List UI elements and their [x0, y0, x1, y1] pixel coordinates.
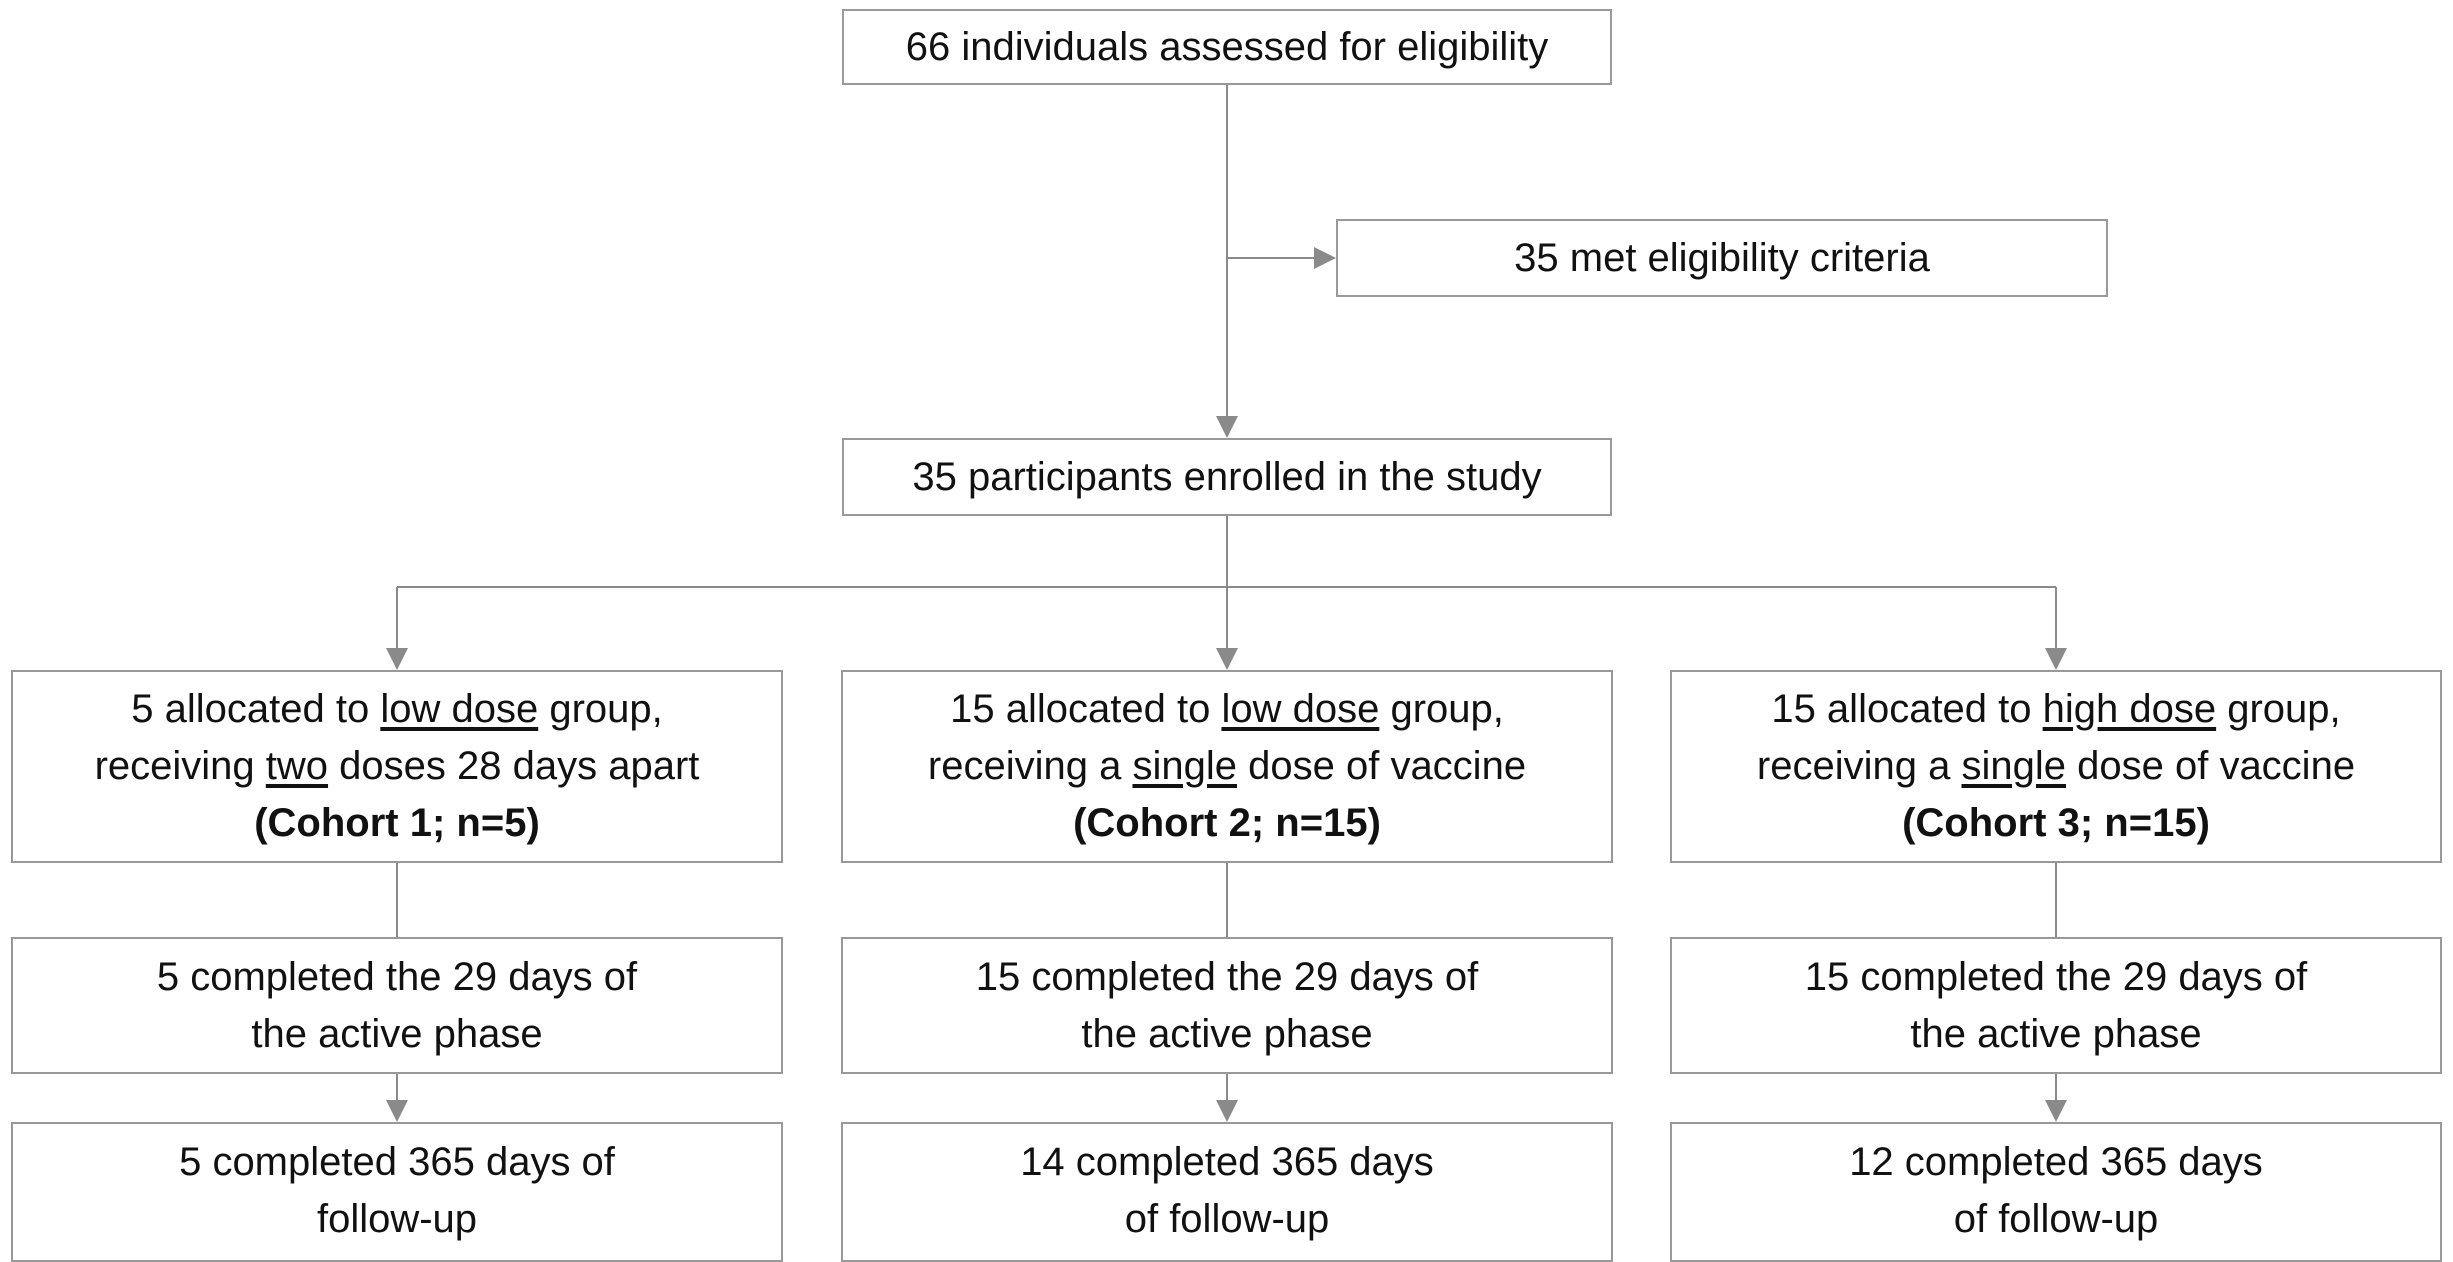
active-phase-box: 15 completed the 29 days of the active ph…	[1670, 937, 2442, 1074]
box-line: 15 allocated to low dose group,	[950, 681, 1504, 738]
box-line: the active phase	[1081, 1011, 1373, 1056]
box-line: receiving a single dose of vaccine	[1757, 738, 2355, 795]
arrow-head	[2045, 648, 2067, 670]
text-part: group,	[538, 687, 663, 731]
box-text: 35 met eligibility criteria	[1514, 235, 1930, 280]
arrow-head	[386, 1100, 408, 1122]
text-part: 5 allocated to	[131, 687, 381, 731]
underlined-text: low dose	[1221, 687, 1380, 731]
box-line: 15 allocated to high dose group,	[1771, 681, 2340, 738]
arrow-head	[1314, 247, 1336, 269]
box-line: 5 completed the 29 days of	[156, 954, 638, 999]
underlined-text: single	[1961, 744, 2066, 788]
allocation-box: 15 allocated to high dose group, receivin…	[1670, 670, 2442, 863]
text-part: receiving	[94, 744, 266, 788]
box-line: 5 allocated to low dose group,	[131, 681, 662, 738]
text-part: dose of vaccine	[1237, 744, 1527, 788]
box-line: 15 completed the 29 days of	[1804, 954, 2308, 999]
box-line: 12 completed 365 days	[1849, 1140, 2263, 1184]
underlined-text: single	[1132, 744, 1237, 788]
text-part: receiving a	[927, 744, 1133, 788]
box-line: receiving a single dose of vaccine	[928, 738, 1526, 795]
text-part: doses 28 days apart	[328, 744, 700, 788]
follow-up-box: 14 completed 365 days of follow-up	[841, 1122, 1613, 1262]
arrow-head	[1216, 416, 1238, 438]
text-part: group,	[2216, 687, 2341, 731]
arrow-head	[1216, 648, 1238, 670]
box-line: receiving two doses 28 days apart	[95, 738, 700, 795]
text-part: 15 allocated to	[950, 687, 1222, 731]
box-line: 5 completed 365 days of	[179, 1140, 615, 1184]
text-part: dose of vaccine	[2066, 744, 2356, 788]
follow-up-box: 5 completed 365 days of follow-up	[11, 1122, 783, 1262]
box-text: 35 participants enrolled in the study	[912, 454, 1542, 499]
box-line: the active phase	[1910, 1011, 2202, 1056]
box-line: of follow-up	[1953, 1197, 2159, 1241]
box-line: follow-up	[316, 1197, 478, 1241]
underlined-text: high dose	[2042, 687, 2217, 731]
allocation-box: 5 allocated to low dose group, receiving …	[11, 670, 783, 863]
arrow-head	[2045, 1100, 2067, 1122]
cohort-label: (Cohort 3; n=15)	[1902, 801, 2210, 845]
cohort-label: (Cohort 2; n=15)	[1073, 801, 1381, 845]
active-phase-box: 5 completed the 29 days of the active pha…	[11, 937, 783, 1074]
box-line: of follow-up	[1124, 1197, 1330, 1241]
box-text: 66 individuals assessed for eligibility	[905, 24, 1549, 69]
underlined-text: low dose	[380, 687, 539, 731]
box-line: 15 completed the 29 days of	[975, 954, 1479, 999]
text-part: group,	[1379, 687, 1504, 731]
allocation-box: 15 allocated to low dose group, receiving…	[841, 670, 1613, 863]
active-phase-box: 15 completed the 29 days of the active ph…	[841, 937, 1613, 1074]
cohort-label: (Cohort 1; n=5)	[254, 801, 540, 845]
arrow-head	[1216, 1100, 1238, 1122]
text-part: 15 allocated to	[1771, 687, 2043, 731]
box-line: the active phase	[251, 1011, 543, 1056]
eligible-box: 35 met eligibility criteria	[1336, 219, 2108, 297]
text-part: receiving a	[1756, 744, 1962, 788]
arrow-head	[386, 648, 408, 670]
follow-up-box: 12 completed 365 days of follow-up	[1670, 1122, 2442, 1262]
box-line: 14 completed 365 days	[1020, 1140, 1434, 1184]
enrolled-box: 35 participants enrolled in the study	[842, 438, 1612, 516]
underlined-text: two	[265, 744, 329, 788]
assessed-box: 66 individuals assessed for eligibility	[842, 9, 1612, 85]
